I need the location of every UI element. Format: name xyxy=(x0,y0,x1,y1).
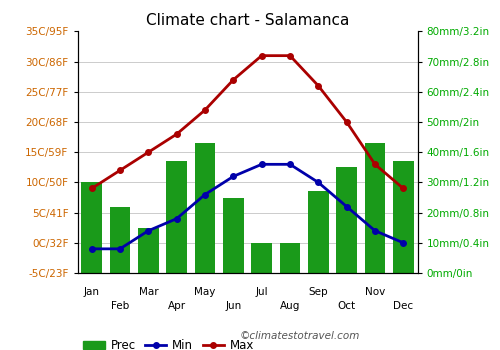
Text: Oct: Oct xyxy=(338,301,355,311)
Bar xyxy=(195,143,215,273)
Bar xyxy=(223,197,244,273)
Bar xyxy=(336,167,357,273)
Text: Nov: Nov xyxy=(365,287,385,297)
Legend: Prec, Min, Max: Prec, Min, Max xyxy=(84,339,254,350)
Bar xyxy=(365,143,385,273)
Text: May: May xyxy=(194,287,216,297)
Bar xyxy=(110,206,130,273)
Text: Jul: Jul xyxy=(256,287,268,297)
Bar xyxy=(252,243,272,273)
Text: Mar: Mar xyxy=(138,287,158,297)
Text: Jun: Jun xyxy=(225,301,242,311)
Bar xyxy=(166,161,187,273)
Text: Aug: Aug xyxy=(280,301,300,311)
Text: Dec: Dec xyxy=(394,301,413,311)
Bar xyxy=(393,161,413,273)
Text: Apr: Apr xyxy=(168,301,186,311)
Bar xyxy=(280,243,300,273)
Text: Jan: Jan xyxy=(84,287,100,297)
Text: ©climatestotravel.com: ©climatestotravel.com xyxy=(240,331,360,341)
Title: Climate chart - Salamanca: Climate chart - Salamanca xyxy=(146,13,349,28)
Bar xyxy=(82,182,102,273)
Text: Sep: Sep xyxy=(308,287,328,297)
Bar xyxy=(138,228,158,273)
Bar xyxy=(308,191,328,273)
Text: Feb: Feb xyxy=(111,301,129,311)
